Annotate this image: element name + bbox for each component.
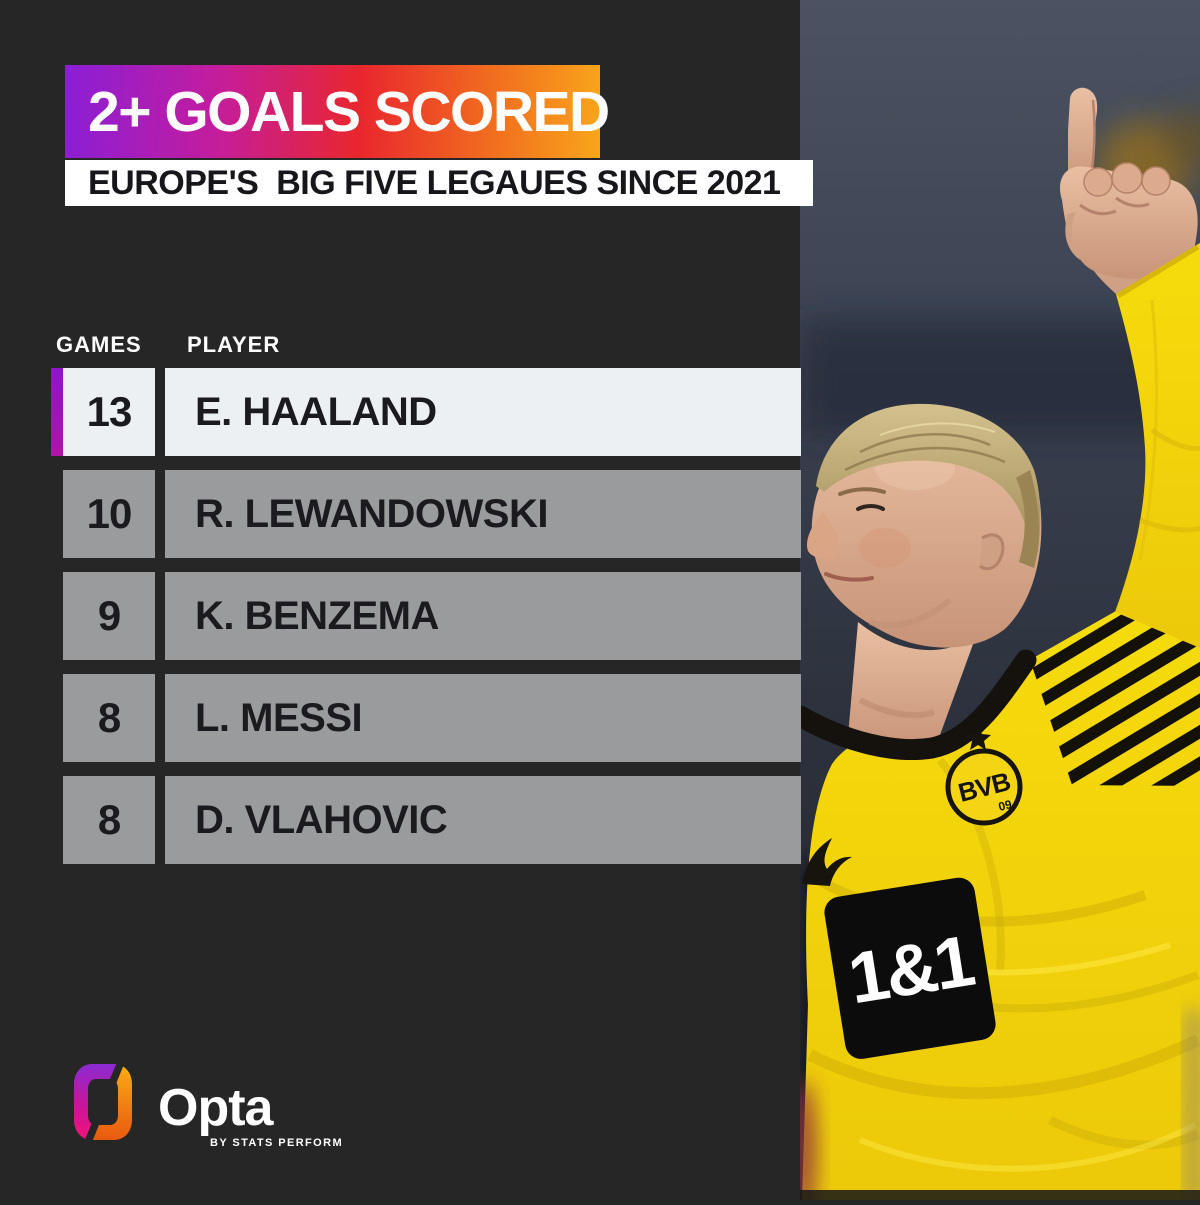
stripe-slot	[51, 776, 63, 864]
table-rows: 13 E. HAALAND 10 R. LEWANDOWSKI 9 K. BEN…	[51, 368, 801, 864]
player-photo-art: BVB 09 1&1	[789, 0, 1200, 1205]
brand-text: Opta BY STATS PERFORM	[158, 1082, 343, 1149]
brand-name: Opta	[158, 1079, 273, 1137]
table-row: 9 K. BENZEMA	[51, 572, 801, 660]
table-row: 10 R. LEWANDOWSKI	[51, 470, 801, 558]
table-row: 8 L. MESSI	[51, 674, 801, 762]
raised-arm-sleeve	[1115, 243, 1200, 648]
column-header-games: GAMES	[56, 332, 142, 357]
eye	[856, 504, 885, 511]
games-value: 8	[63, 776, 155, 864]
ear	[979, 533, 1005, 571]
games-value: 13	[63, 368, 155, 456]
sponsor-patch: 1&1	[824, 877, 996, 1059]
games-value: 8	[63, 674, 155, 762]
player-name: K. BENZEMA	[165, 572, 801, 660]
player-name: L. MESSI	[165, 674, 801, 762]
column-divider	[155, 470, 165, 558]
cheek-blush	[859, 528, 911, 568]
column-headers: GAMES PLAYER	[51, 330, 801, 357]
games-value: 9	[63, 572, 155, 660]
eyebrow	[838, 487, 886, 496]
title-banner: 2+ GOALS SCORED	[65, 65, 610, 158]
table-row: 8 D. VLAHOVIC	[51, 776, 801, 864]
stripe-slot	[51, 572, 63, 660]
opta-logo-icon	[74, 1064, 132, 1140]
column-divider	[155, 776, 165, 864]
player-neck	[848, 622, 976, 750]
highlight-stripe	[51, 368, 63, 456]
column-divider	[155, 368, 165, 456]
column-header-player: PLAYER	[187, 332, 281, 357]
subtitle-bar: EUROPE'S BIG FIVE LEGAUES SINCE 2021	[65, 160, 813, 206]
stripe-slot	[51, 674, 63, 762]
jersey-collar	[789, 649, 1037, 761]
column-divider	[155, 674, 165, 762]
player-name: D. VLAHOVIC	[165, 776, 801, 864]
bvb-badge: BVB 09	[945, 726, 1023, 826]
brand-byline: BY STATS PERFORM	[210, 1137, 344, 1149]
page-title: 2+ GOALS SCORED	[88, 79, 610, 144]
stats-table: GAMES PLAYER 13 E. HAALAND 10 R. LEWANDO…	[51, 330, 801, 864]
table-row: 13 E. HAALAND	[51, 368, 801, 456]
pointing-hand	[1059, 87, 1200, 294]
page-subtitle: EUROPE'S BIG FIVE LEGAUES SINCE 2021	[88, 163, 781, 202]
sponsor-text: 1&1	[843, 921, 979, 1020]
mouth	[824, 572, 874, 582]
player-name: R. LEWANDOWSKI	[165, 470, 801, 558]
brand-footer: Opta BY STATS PERFORM	[72, 1062, 343, 1149]
badge-number: 09	[997, 797, 1014, 814]
games-value: 10	[63, 470, 155, 558]
player-photo: BVB 09 1&1	[789, 0, 1200, 1205]
column-divider	[155, 572, 165, 660]
player-head	[806, 403, 1042, 648]
puma-logo-icon	[802, 838, 852, 886]
player-name: E. HAALAND	[165, 368, 801, 456]
stripe-slot	[51, 470, 63, 558]
badge-star-icon	[965, 726, 991, 750]
